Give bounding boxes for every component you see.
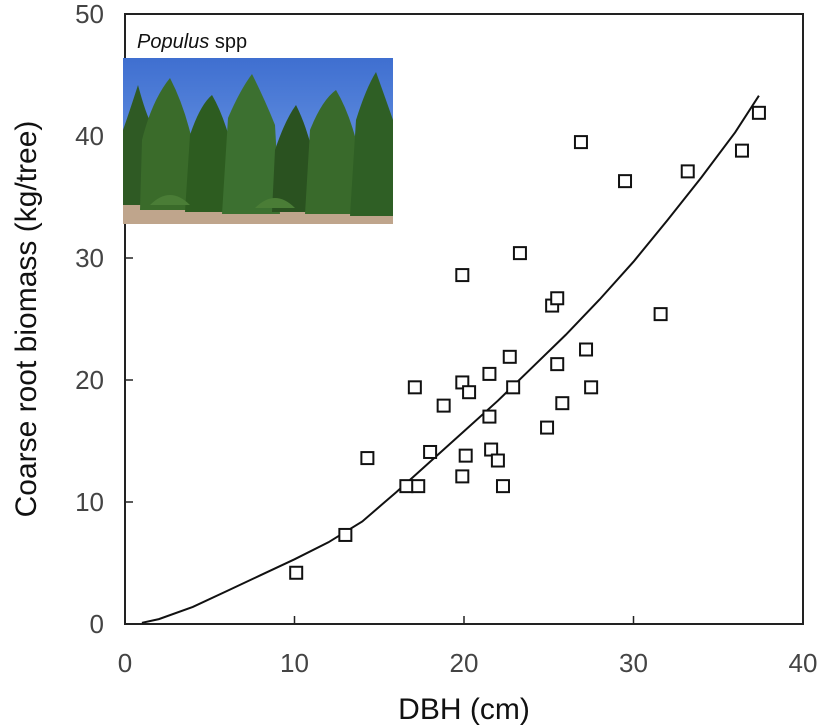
data-point	[436, 398, 451, 413]
x-tick-label: 10	[280, 648, 309, 678]
data-point	[680, 164, 695, 179]
y-tick-label: 50	[75, 0, 104, 29]
data-points	[289, 105, 766, 580]
inset-photo	[123, 58, 393, 224]
data-point	[579, 342, 594, 357]
data-point	[512, 246, 527, 261]
x-tick-label: 0	[118, 648, 132, 678]
data-point	[360, 451, 375, 466]
data-point	[506, 380, 521, 395]
x-tick-label: 40	[789, 648, 818, 678]
data-point	[399, 479, 414, 494]
data-point	[751, 105, 766, 120]
data-point	[458, 448, 473, 463]
data-point	[462, 385, 477, 400]
y-tick-label: 30	[75, 243, 104, 273]
data-point	[550, 291, 565, 306]
data-point	[550, 357, 565, 372]
y-tick-label: 0	[90, 609, 104, 639]
x-axis-title: DBH (cm)	[398, 693, 530, 726]
data-point	[584, 380, 599, 395]
data-point	[455, 268, 470, 283]
data-point	[573, 135, 588, 150]
data-point	[495, 479, 510, 494]
inset-caption: Populus spp	[137, 31, 247, 53]
y-axis-title: Coarse root biomass (kg/tree)	[10, 121, 43, 518]
data-point	[289, 565, 304, 580]
data-point	[555, 396, 570, 411]
data-point	[540, 420, 555, 435]
data-point	[734, 143, 749, 158]
x-tick-label: 30	[619, 648, 648, 678]
data-point	[482, 409, 497, 424]
y-tick-label: 40	[75, 121, 104, 151]
data-point	[618, 174, 633, 189]
y-tick-label: 10	[75, 487, 104, 517]
data-point	[411, 479, 426, 494]
y-tick-label: 20	[75, 365, 104, 395]
data-point	[482, 366, 497, 381]
data-point	[653, 307, 668, 322]
data-point	[502, 349, 517, 364]
x-axis: 0 10 20 30 40	[118, 616, 818, 678]
data-point	[423, 444, 438, 459]
data-point	[407, 380, 422, 395]
data-point	[490, 453, 505, 468]
data-point	[338, 527, 353, 542]
inset-caption-genus: Populus	[137, 31, 209, 53]
data-point	[455, 469, 470, 484]
fit-curve	[141, 95, 760, 624]
x-tick-label: 20	[450, 648, 479, 678]
inset-caption-suffix: spp	[209, 31, 247, 53]
y-axis: 0 10 20 30 40 50	[75, 0, 133, 639]
